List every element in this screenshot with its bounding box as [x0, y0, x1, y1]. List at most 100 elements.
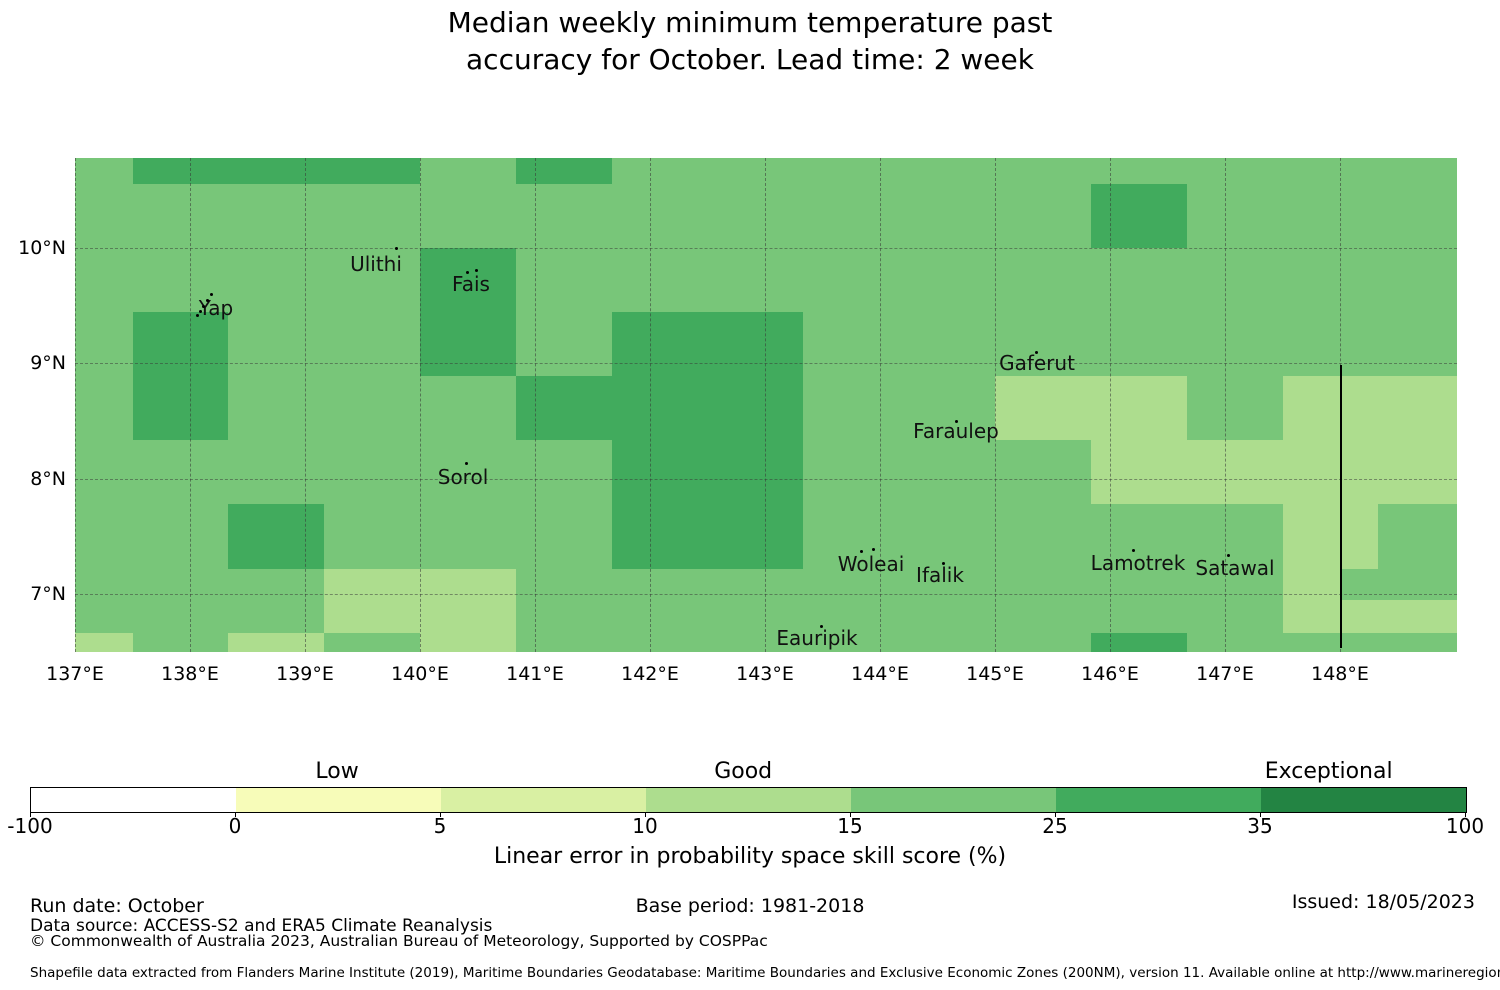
island-marker-woleai [872, 548, 875, 551]
map-cell-25-35 [515, 158, 612, 184]
map-cell-25-35 [228, 504, 325, 569]
colorbar-segment-6 [1261, 788, 1466, 812]
map-cell-25-35 [515, 376, 612, 441]
map-cell-25-35 [420, 248, 516, 377]
y-tick-9°N: 9°N [30, 352, 66, 375]
gridline-lon-143 [765, 158, 766, 652]
map-cell-10-15 [324, 568, 516, 633]
x-tick-145°E: 145°E [966, 663, 1024, 685]
colorbar-segment-1 [236, 788, 441, 812]
island-label-gaferut: Gaferut [999, 351, 1075, 375]
gridline-lon-142 [650, 158, 651, 652]
colorbar-tickmark--100 [30, 813, 31, 817]
colorbar-segment-3 [646, 788, 851, 812]
map-cell-10-15 [995, 376, 1187, 441]
island-marker-ifalik [942, 562, 945, 565]
island-marker-yap [196, 314, 199, 317]
x-tick-137°E: 137°E [46, 663, 104, 685]
x-tick-138°E: 138°E [161, 663, 219, 685]
colorbar-segment-5 [1056, 788, 1261, 812]
chart-title-line1: Median weekly minimum temperature past [447, 6, 1053, 39]
y-tick-8°N: 8°N [30, 467, 66, 490]
y-tick-10°N: 10°N [18, 237, 66, 259]
map-cell-10-15 [420, 632, 516, 652]
colorbar-tick-0: 0 [228, 814, 242, 838]
map-cell-10-15 [75, 632, 133, 652]
copyright-text: © Commonwealth of Australia 2023, Austra… [30, 932, 768, 950]
island-label-sorol: Sorol [437, 465, 489, 489]
colorbar-tick-25: 25 [1042, 814, 1068, 838]
island-marker-lamotrek [1132, 549, 1135, 552]
colorbar-tick--100: -100 [7, 814, 53, 838]
island-label-ifalik: Ifalik [916, 563, 964, 587]
map-cell-10-15 [1282, 504, 1379, 569]
chart-title: Median weekly minimum temperature past a… [0, 4, 1500, 78]
island-label-eauripik: Eauripik [776, 626, 858, 650]
island-label-woleai: Woleai [837, 552, 905, 576]
island-marker-yap [210, 293, 213, 296]
island-marker-yap [206, 299, 209, 302]
island-marker-yap [202, 305, 205, 308]
colorbar-category-low: Low [315, 759, 359, 784]
y-tick-7°N: 7°N [30, 583, 66, 606]
run-date-text: Run date: October [30, 895, 204, 917]
gridline-lon-141 [535, 158, 536, 652]
x-tick-139°E: 139°E [276, 663, 334, 685]
map-cell-10-15 [1282, 376, 1457, 441]
colorbar-axis-label: Linear error in probability space skill … [493, 844, 1007, 869]
colorbar-segment-0 [31, 788, 236, 812]
colorbar-tickmark-35 [1260, 813, 1261, 817]
colorbar-segment-2 [441, 788, 646, 812]
gridline-lat-8 [75, 478, 1457, 480]
colorbar-segment-4 [851, 788, 1056, 812]
chart-title-line2: accuracy for October. Lead time: 2 week [466, 43, 1034, 76]
island-marker-woleai [860, 550, 863, 553]
map-cell-25-35 [132, 158, 420, 184]
colorbar-tickmark-15 [850, 813, 851, 817]
map-cell-25-35 [132, 312, 229, 441]
island-label-fais: Fais [452, 272, 490, 296]
island-label-lamotrek: Lamotrek [1090, 551, 1186, 575]
colorbar-tickmark-25 [1055, 813, 1056, 817]
island-marker-eauripik [820, 625, 823, 628]
island-label-ulithi: Ulithi [350, 252, 402, 276]
x-tick-148°E: 148°E [1311, 663, 1369, 685]
map-cell-10-15 [1340, 599, 1457, 633]
x-tick-147°E: 147°E [1196, 663, 1254, 685]
x-tick-140°E: 140°E [391, 663, 449, 685]
x-tick-142°E: 142°E [621, 663, 679, 685]
gridline-lon-146 [1110, 158, 1111, 652]
island-label-faraulep: Faraulep [913, 419, 999, 443]
map-cell-10-15 [1282, 568, 1340, 633]
island-marker-ulithi [395, 247, 398, 250]
data-source-text: Data source: ACCESS-S2 and ERA5 Climate … [30, 916, 493, 936]
gridline-lon-144 [880, 158, 881, 652]
issued-text: Issued: 18/05/2023 [1291, 891, 1475, 913]
gridline-lat-7 [75, 594, 1457, 596]
gridline-lat-10 [75, 248, 1457, 249]
colorbar-category-exceptional: Exceptional [1264, 759, 1393, 784]
gridline-lon-140 [420, 158, 421, 652]
map-cell-10-15 [228, 632, 325, 652]
island-marker-fais [475, 269, 478, 272]
island-marker-sorol [465, 462, 468, 465]
x-tick-143°E: 143°E [736, 663, 794, 685]
colorbar-category-good: Good [714, 759, 773, 784]
eez-boundary-line [1340, 364, 1342, 649]
colorbar-tickmark-5 [440, 813, 441, 817]
gridline-lon-139 [305, 158, 306, 652]
colorbar-tickmark-10 [645, 813, 646, 817]
colorbar-tick-100: 100 [1445, 814, 1485, 838]
x-tick-144°E: 144°E [851, 663, 909, 685]
x-tick-146°E: 146°E [1081, 663, 1139, 685]
map-cell-25-35 [1090, 183, 1187, 248]
gridline-lon-145 [995, 158, 996, 652]
map-canvas: Yap Ulithi Fais Sorol Gaferut Faraulep Woleai I… [75, 158, 1457, 652]
map-cell-10-15 [1090, 440, 1457, 505]
gridline-lat-9 [75, 363, 1457, 365]
island-marker-yap [199, 310, 202, 313]
colorbar-tick-5: 5 [433, 814, 447, 838]
colorbar-tick-15: 15 [837, 814, 863, 838]
island-label-yap: Yap [198, 296, 234, 320]
